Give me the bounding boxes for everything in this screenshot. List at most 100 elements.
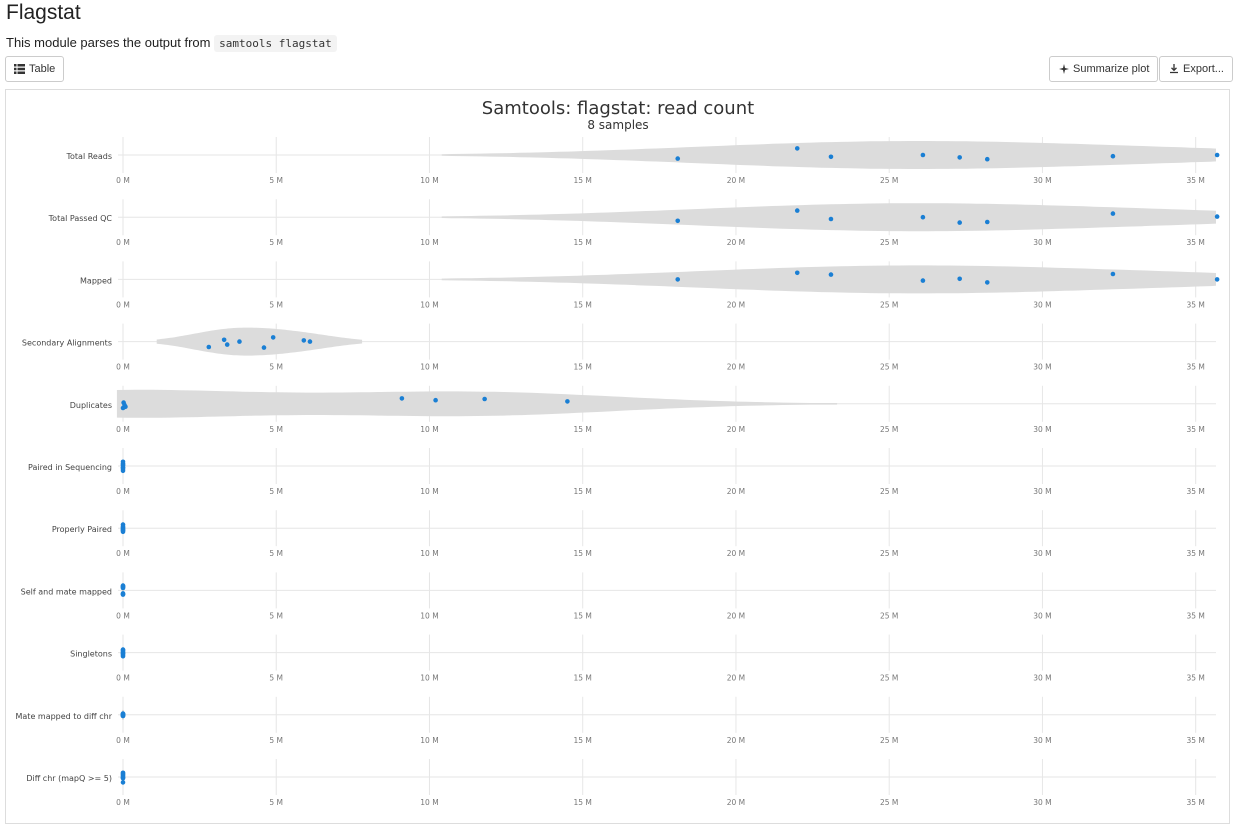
sample-point [261,345,267,350]
x-tick-label: 35 M [1186,549,1204,558]
violin-row: Properly Paired 0 M 5 M 10 M 15 M 20 M 25 M 30 … [52,510,1216,558]
export-button[interactable]: Export... [1159,56,1233,82]
x-tick-label: 15 M [574,425,592,434]
sample-point [1214,214,1220,219]
row-label: Total Reads [66,152,113,161]
violin-plot: Samtools: flagstat: read count 8 samples… [16,98,1220,807]
sample-point [120,775,126,780]
x-tick-label: 0 M [116,611,130,620]
x-tick-label: 15 M [574,611,592,620]
sample-point [399,396,405,401]
x-tick-label: 35 M [1186,798,1204,807]
x-tick-label: 0 M [116,300,130,309]
x-tick-label: 30 M [1033,363,1051,372]
violin-row: Duplicates 0 M 5 M 10 M 15 M 20 M 25 M 30 M 35 M [70,385,1216,434]
sample-point [270,335,276,340]
row-label: Properly Paired [52,525,112,534]
sample-point [237,339,242,344]
x-tick-label: 35 M [1186,611,1204,620]
x-tick-label: 15 M [574,176,592,185]
violin-shape [441,265,1216,294]
sample-point [433,397,438,403]
sample-point [957,220,962,225]
violin-shape [156,327,363,356]
x-tick-label: 5 M [269,238,283,247]
sample-point [120,591,126,597]
x-tick-label: 15 M [574,363,592,372]
x-tick-label: 25 M [880,363,898,372]
table-button[interactable]: Table [5,56,65,82]
x-tick-label: 10 M [420,425,438,434]
x-tick-label: 5 M [269,798,283,807]
x-tick-label: 0 M [116,238,130,247]
x-tick-label: 5 M [269,363,283,372]
x-tick-label: 15 M [574,798,592,807]
sample-point [206,344,212,350]
violin-shape [116,389,838,418]
violin-shape [441,141,1216,169]
x-tick-label: 10 M [420,238,438,247]
x-tick-label: 35 M [1186,736,1204,745]
description-text: This module parses the output from [6,35,211,50]
x-tick-label: 30 M [1033,798,1051,807]
x-tick-label: 20 M [727,238,745,247]
sparkle-icon [1058,64,1069,75]
x-tick-label: 20 M [727,363,745,372]
x-tick-label: 10 M [420,736,438,745]
violin-plot-panel: Samtools: flagstat: read count 8 samples… [5,89,1230,824]
row-label: Secondary Alignments [22,339,112,348]
sample-point [120,780,126,785]
x-tick-label: 30 M [1033,549,1051,558]
violin-row: Total Reads 0 M 5 M 10 M 15 M 20 M 25 M 30 M 35 … [66,137,1220,185]
sample-point [794,270,800,276]
x-tick-label: 20 M [727,798,745,807]
page-title: Flagstat [6,1,81,24]
row-label: Self and mate mapped [21,587,112,596]
sample-point [984,280,990,285]
x-tick-label: 10 M [420,549,438,558]
summarize-plot-button[interactable]: Summarize plot [1049,56,1159,82]
x-tick-label: 0 M [116,487,130,496]
sample-point [920,152,926,158]
chart-subtitle: 8 samples [587,118,648,132]
x-tick-label: 15 M [574,487,592,496]
x-tick-label: 0 M [116,736,130,745]
x-tick-label: 10 M [420,300,438,309]
x-tick-label: 15 M [574,736,592,745]
x-tick-label: 5 M [269,176,283,185]
sample-point [984,219,990,225]
sample-point [120,528,126,533]
x-tick-label: 35 M [1186,425,1204,434]
x-tick-label: 35 M [1186,300,1204,309]
x-tick-label: 25 M [880,176,898,185]
sample-point [675,277,681,282]
x-tick-label: 5 M [269,549,283,558]
x-tick-label: 0 M [116,363,130,372]
sample-point [307,339,313,344]
sample-point [794,146,800,151]
violin-row: Mapped 0 M 5 M 10 M 15 M 20 M 25 M 30 M 35 M [80,261,1220,309]
violin-row: Paired in Sequencing 0 M 5 M 10 M 15 M 20 M 25… [28,448,1216,496]
sample-point [120,771,126,776]
sample-point [1214,152,1220,158]
x-tick-label: 25 M [880,487,898,496]
x-tick-label: 15 M [574,674,592,683]
x-tick-label: 35 M [1186,238,1204,247]
x-tick-label: 20 M [727,487,745,496]
sample-point [120,712,126,718]
x-tick-label: 20 M [727,425,745,434]
x-tick-label: 20 M [727,611,745,620]
sample-point [301,338,307,343]
sample-point [120,650,126,655]
x-tick-label: 5 M [269,300,283,309]
row-label: Singletons [70,650,112,659]
x-tick-label: 30 M [1033,736,1051,745]
sample-point [482,396,487,402]
sample-point [794,208,800,213]
x-tick-label: 0 M [116,549,130,558]
x-tick-label: 0 M [116,798,130,807]
export-button-label: Export... [1183,63,1224,75]
violin-shape [441,203,1216,232]
sample-point [1214,277,1220,282]
sample-point [828,272,834,277]
